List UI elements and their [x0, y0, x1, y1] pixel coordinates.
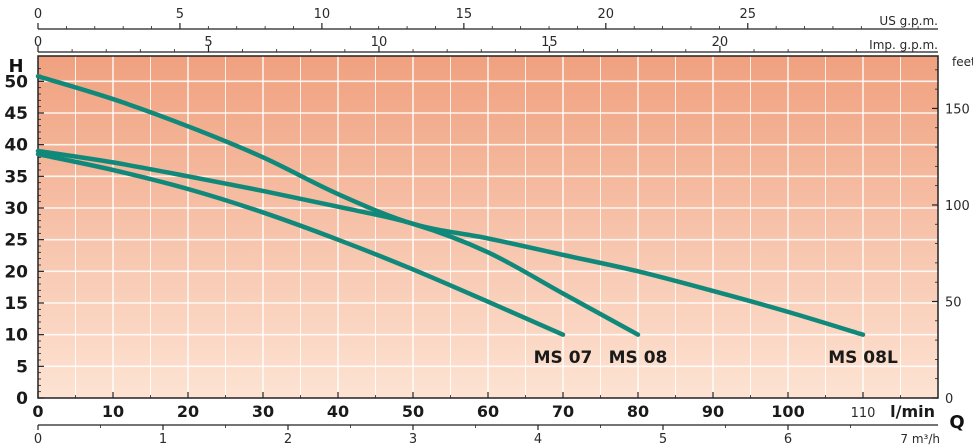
- x-tick-label: 50: [402, 402, 424, 421]
- feet-tick-label: 150: [945, 102, 970, 117]
- us-gpm-unit: US g.p.m.: [879, 14, 938, 28]
- y-tick-label: 5: [16, 357, 28, 377]
- m3h-tick-label: 3: [409, 432, 417, 445]
- y-tick-label: 45: [4, 104, 28, 124]
- x-tick-label: 20: [177, 402, 199, 421]
- imp-gpm-tick-label: 20: [712, 35, 729, 50]
- feet-axis-unit: feet: [952, 55, 973, 69]
- axes: [37, 23, 939, 430]
- x-tick-label: 70: [552, 402, 574, 421]
- x-tick-label: 80: [627, 402, 649, 421]
- m3h-tick-label: 5: [659, 432, 667, 445]
- feet-tick-label: 50: [945, 295, 962, 310]
- feet-tick-label: 0: [945, 392, 953, 407]
- feet-tick-label: 100: [945, 199, 970, 214]
- m3h-tick-label: 6: [784, 432, 792, 445]
- series-label: MS 08: [609, 348, 668, 368]
- m3h-axis-unit: 7 m³/h: [900, 432, 940, 445]
- imp-gpm-tick-label: 10: [371, 35, 388, 50]
- us-gpm-tick-label: 10: [314, 7, 331, 22]
- curve-ms-08l: [35, 74, 866, 337]
- x-tick-label: 0: [32, 402, 43, 421]
- y-tick-label: 40: [4, 136, 28, 156]
- us-gpm-tick-label: 25: [739, 7, 756, 22]
- curve-ms-07: [35, 151, 566, 337]
- x-tick-label: 100: [771, 402, 804, 421]
- m3h-tick-label: 4: [534, 432, 542, 445]
- curve-ms-08: [35, 148, 641, 337]
- labels: 05101520253035404550H050100150feet010203…: [4, 7, 973, 445]
- us-gpm-tick-label: 5: [176, 7, 184, 22]
- series-label: MS 07: [534, 348, 593, 368]
- y-tick-label: 35: [4, 167, 28, 187]
- x-tick-label: 10: [102, 402, 124, 421]
- x-tick-label: 40: [327, 402, 349, 421]
- imp-gpm-tick-label: 0: [34, 35, 42, 50]
- m3h-tick-label: 0: [34, 432, 42, 445]
- us-gpm-tick-label: 20: [598, 7, 615, 22]
- imp-gpm-tick-label: 5: [204, 35, 212, 50]
- x-axis-title: Q: [949, 412, 964, 433]
- y-tick-label: 10: [4, 326, 28, 346]
- x-tick-label: 110: [851, 406, 876, 421]
- y-tick-label: 15: [4, 294, 28, 314]
- series-label: MS 08L: [828, 348, 898, 368]
- curves: [35, 74, 866, 337]
- x-tick-label: 90: [702, 402, 724, 421]
- y-tick-label: 0: [16, 389, 28, 409]
- y-tick-label: 30: [4, 199, 28, 219]
- y-tick-label: 50: [4, 72, 28, 92]
- y-tick-label: 25: [4, 231, 28, 251]
- x-axis-unit: l/min: [890, 402, 935, 421]
- us-gpm-tick-label: 0: [34, 7, 42, 22]
- y-tick-label: 20: [4, 262, 28, 282]
- x-tick-label: 30: [252, 402, 274, 421]
- imp-gpm-unit: Imp. g.p.m.: [869, 38, 938, 52]
- x-tick-label: 60: [477, 402, 499, 421]
- m3h-tick-label: 2: [284, 432, 292, 445]
- m3h-tick-label: 1: [159, 432, 167, 445]
- us-gpm-tick-label: 15: [456, 7, 473, 22]
- imp-gpm-tick-label: 15: [541, 35, 558, 50]
- y-axis-title: H: [8, 56, 23, 77]
